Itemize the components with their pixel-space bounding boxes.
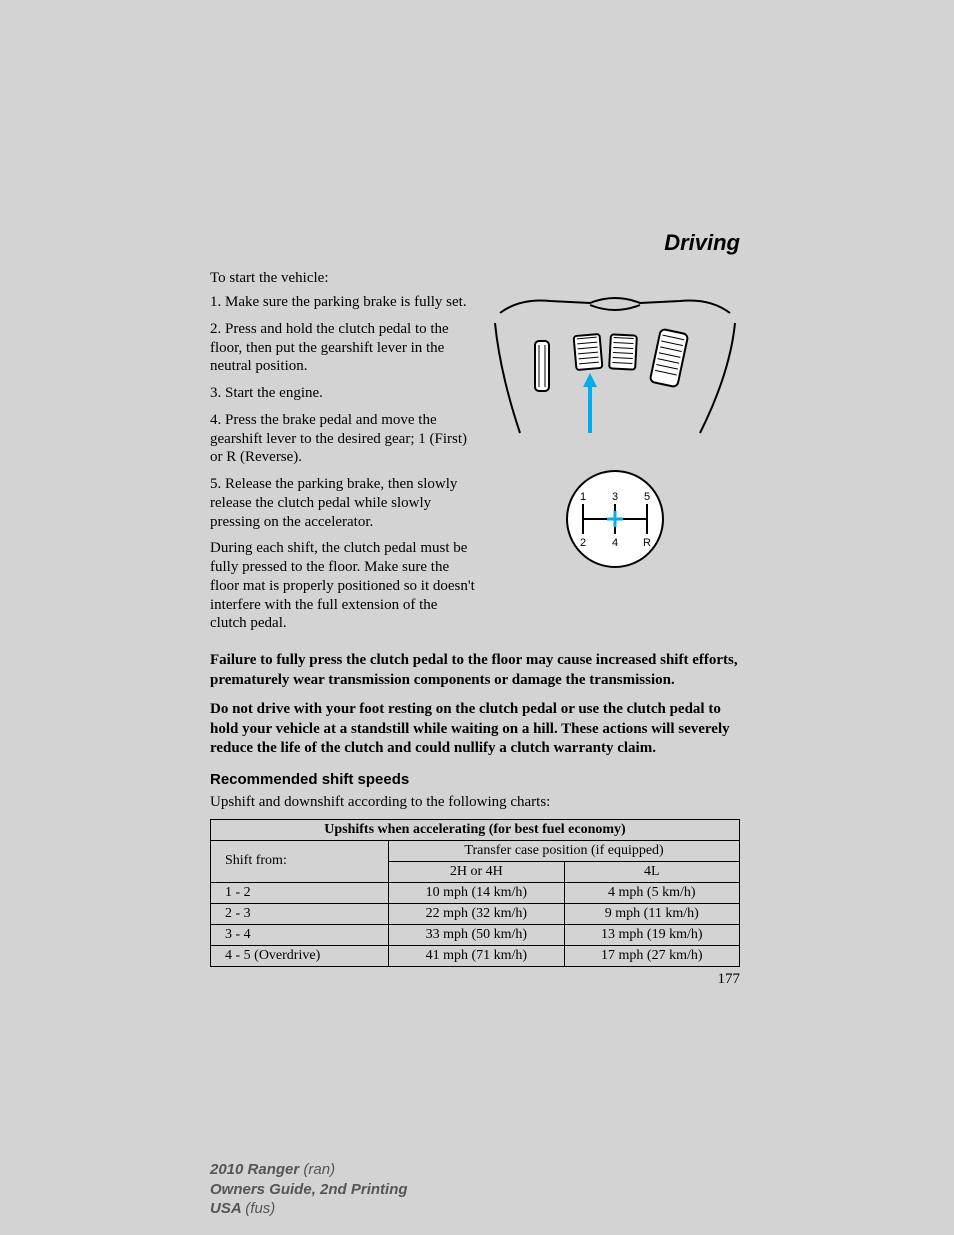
footer-guide: Owners Guide, 2nd Printing [210, 1181, 408, 1198]
step-2: 2. Press and hold the clutch pedal to th… [210, 320, 476, 376]
footer-model: 2010 Ranger [210, 1161, 303, 1178]
footer: 2010 Ranger (ran) Owners Guide, 2nd Prin… [210, 1160, 408, 1219]
table-row: 2 - 3 22 mph (32 km/h) 9 mph (11 km/h) [211, 903, 740, 924]
step-1: 1. Make sure the parking brake is fully … [210, 293, 476, 312]
table-row: 3 - 4 33 mph (50 km/h) 13 mph (19 km/h) [211, 924, 740, 945]
col-group-header: Transfer case position (if equipped) [389, 840, 740, 861]
shift-pattern-icon: 1 3 5 2 4 R [545, 464, 685, 574]
footer-code2: (fus) [245, 1200, 275, 1217]
gear-5-label: 5 [644, 491, 650, 503]
page-content: Driving To start the vehicle: 1. Make su… [210, 230, 740, 988]
gear-3-label: 3 [612, 491, 618, 503]
section-title: Driving [210, 230, 740, 256]
col1-header: Shift from: [211, 840, 389, 882]
diagram-column: 1 3 5 2 4 R [490, 293, 740, 641]
step-5: 5. Release the parking brake, then slowl… [210, 475, 476, 531]
gear-1-label: 1 [580, 491, 586, 503]
page-number: 177 [210, 971, 740, 988]
intro-text: To start the vehicle: [210, 270, 740, 287]
col2-header: 2H or 4H [389, 861, 564, 882]
gear-2-label: 2 [580, 537, 586, 549]
warning-2: Do not drive with your foot resting on t… [210, 700, 740, 759]
table-row: 4 - 5 (Overdrive) 41 mph (71 km/h) 17 mp… [211, 945, 740, 966]
table-row: 1 - 2 10 mph (14 km/h) 4 mph (5 km/h) [211, 882, 740, 903]
subheading: Recommended shift speeds [210, 771, 740, 788]
table-title: Upshifts when accelerating (for best fue… [211, 819, 740, 840]
col3-header: 4L [564, 861, 739, 882]
gear-r-label: R [643, 537, 651, 549]
step-3: 3. Start the engine. [210, 384, 476, 403]
gear-4-label: 4 [612, 537, 618, 549]
pedals-diagram-icon [490, 293, 740, 453]
two-column-layout: 1. Make sure the parking brake is fully … [210, 293, 740, 641]
footer-code1: (ran) [303, 1161, 335, 1178]
steps-column: 1. Make sure the parking brake is fully … [210, 293, 476, 641]
upshift-table: Upshifts when accelerating (for best fue… [210, 819, 740, 967]
clutch-note: During each shift, the clutch pedal must… [210, 539, 476, 633]
warning-1: Failure to fully press the clutch pedal … [210, 651, 740, 690]
footer-region: USA [210, 1200, 245, 1217]
step-4: 4. Press the brake pedal and move the ge… [210, 411, 476, 467]
chart-intro: Upshift and downshift according to the f… [210, 794, 740, 811]
